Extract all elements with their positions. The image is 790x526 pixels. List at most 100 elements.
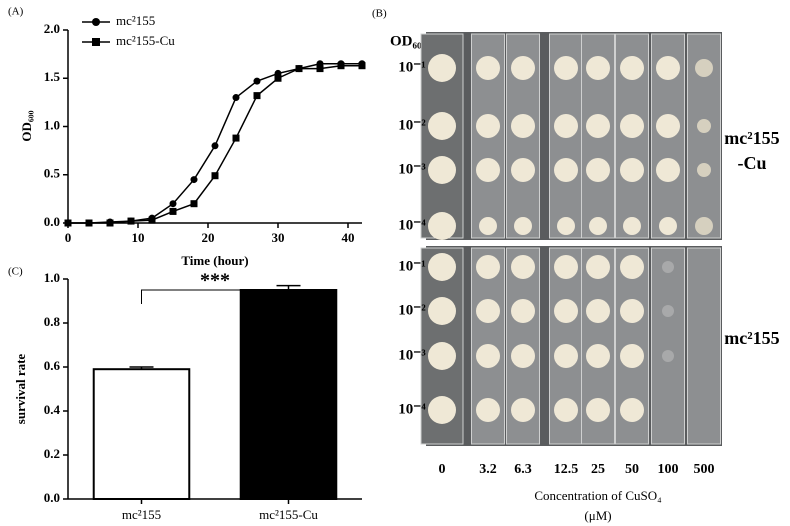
colony xyxy=(514,217,532,235)
colony xyxy=(586,114,610,138)
x-tick-label: 30 xyxy=(272,230,285,245)
y-tick-label: 0.0 xyxy=(44,490,60,505)
colony xyxy=(554,398,578,422)
significance-bracket xyxy=(141,289,289,304)
x-axis-label: Time (hour) xyxy=(181,253,248,268)
colony xyxy=(476,398,500,422)
colony xyxy=(428,297,456,325)
colony xyxy=(511,344,535,368)
point xyxy=(211,172,219,180)
point xyxy=(253,77,261,85)
colony xyxy=(479,217,497,235)
dilution-label: 10⁻⁴ xyxy=(398,217,426,233)
colony xyxy=(554,56,578,80)
point xyxy=(85,219,93,227)
colony xyxy=(554,255,578,279)
colony xyxy=(554,158,578,182)
point xyxy=(169,207,177,215)
y-axis-label: survival rate xyxy=(13,354,28,425)
colony xyxy=(659,217,677,235)
colony xyxy=(620,398,644,422)
dilution-label: 10⁻² xyxy=(398,302,426,318)
dilution-label: 10⁻³ xyxy=(398,347,426,363)
colony xyxy=(511,255,535,279)
panel-label: (A) xyxy=(8,6,24,18)
point xyxy=(232,94,240,102)
dilution-label: 10⁻¹ xyxy=(398,258,425,274)
colony xyxy=(662,261,674,273)
colony xyxy=(476,56,500,80)
colony xyxy=(476,255,500,279)
colony xyxy=(695,59,713,77)
point xyxy=(64,219,72,227)
colony xyxy=(662,305,674,317)
colony xyxy=(476,158,500,182)
concentration-label: 3.2 xyxy=(479,462,497,477)
panel-label: (C) xyxy=(8,266,23,278)
point xyxy=(106,219,114,227)
strain-label: mc²155 xyxy=(724,128,779,148)
x-tick-label: 20 xyxy=(202,230,215,245)
colony xyxy=(511,56,535,80)
legend-marker xyxy=(92,18,100,26)
point xyxy=(127,217,135,225)
colony xyxy=(511,158,535,182)
colony xyxy=(476,299,500,323)
x-axis-label: Concentration of CuSO₄ xyxy=(534,488,662,503)
colony xyxy=(428,342,456,370)
colony xyxy=(620,114,644,138)
colony xyxy=(476,114,500,138)
od-label: OD₆₀₀ xyxy=(390,33,426,49)
colony xyxy=(586,255,610,279)
plate-strip xyxy=(687,247,721,445)
colony xyxy=(428,253,456,281)
panel-label: (B) xyxy=(372,8,387,20)
colony xyxy=(620,56,644,80)
x-tick-label: mc²155-Cu xyxy=(259,507,318,522)
plate-strip xyxy=(651,247,685,445)
colony xyxy=(428,54,456,82)
dilution-label: 10⁻³ xyxy=(398,161,426,177)
colony xyxy=(623,217,641,235)
colony xyxy=(428,396,456,424)
legend-marker xyxy=(92,38,100,46)
colony xyxy=(620,158,644,182)
y-tick-label: 0.0 xyxy=(44,214,60,229)
concentration-label: 500 xyxy=(694,462,715,477)
point xyxy=(190,200,198,208)
colony xyxy=(428,212,456,240)
point xyxy=(358,62,366,70)
x-axis-label: (μM) xyxy=(584,508,611,523)
legend-label: mc²155-Cu xyxy=(116,33,175,48)
colony xyxy=(586,158,610,182)
point xyxy=(337,62,345,70)
colony xyxy=(662,350,674,362)
concentration-label: 6.3 xyxy=(514,462,532,477)
colony xyxy=(586,56,610,80)
point xyxy=(190,176,198,184)
concentration-label: 0 xyxy=(439,462,446,477)
colony xyxy=(656,158,680,182)
dilution-label: 10⁻⁴ xyxy=(398,401,426,417)
colony xyxy=(554,114,578,138)
colony xyxy=(586,299,610,323)
colony xyxy=(476,344,500,368)
colony xyxy=(620,255,644,279)
colony xyxy=(586,344,610,368)
colony xyxy=(697,163,711,177)
strain-label: mc²155 xyxy=(724,328,779,348)
x-tick-label: mc²155 xyxy=(122,507,161,522)
y-tick-label: 1.0 xyxy=(44,117,60,132)
colony xyxy=(511,398,535,422)
point xyxy=(232,134,240,142)
point xyxy=(274,74,282,82)
colony xyxy=(554,344,578,368)
colony xyxy=(511,114,535,138)
dilution-label: 10⁻² xyxy=(398,117,426,133)
y-tick-label: 0.4 xyxy=(44,402,61,417)
colony xyxy=(557,217,575,235)
significance-label: *** xyxy=(200,270,230,292)
y-axis-label: OD₆₀₀ xyxy=(19,110,34,141)
point xyxy=(316,65,324,73)
